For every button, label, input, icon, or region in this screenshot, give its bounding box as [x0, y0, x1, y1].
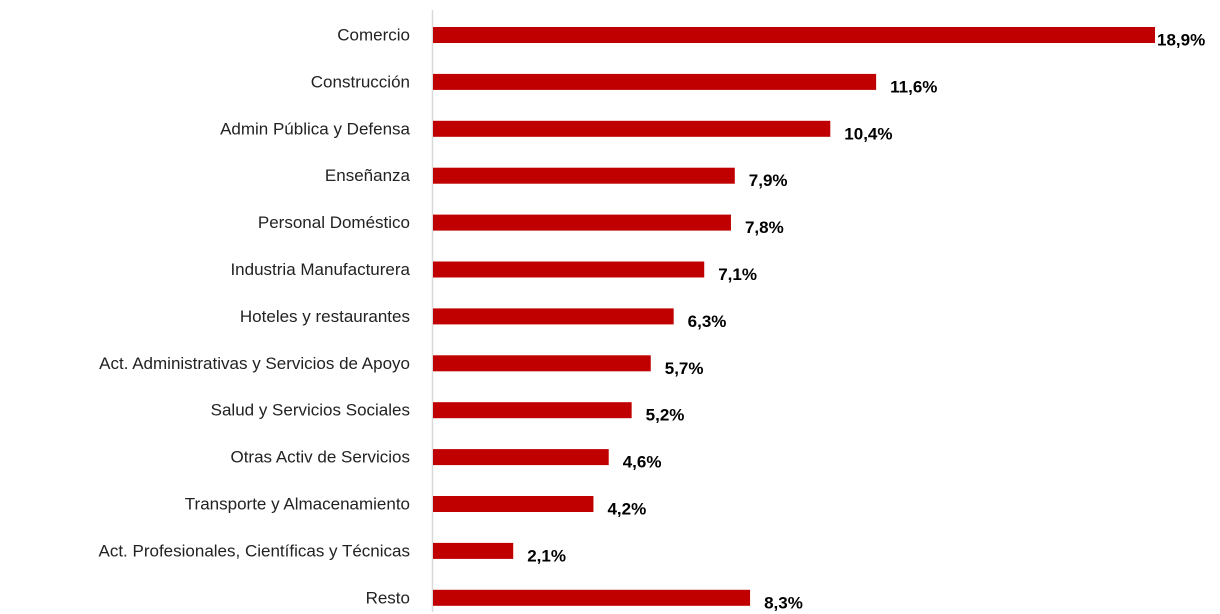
- category-label: Construcción: [311, 72, 410, 91]
- value-label: 18,9%: [1157, 30, 1205, 49]
- value-label: 5,7%: [665, 359, 704, 378]
- category-label: Admin Pública y Defensa: [220, 119, 410, 138]
- value-label: 4,6%: [623, 453, 662, 472]
- value-label: 10,4%: [844, 124, 892, 143]
- bar: [433, 589, 751, 606]
- bar: [433, 214, 731, 231]
- bar: [433, 27, 1155, 43]
- bar: [433, 167, 735, 184]
- value-label: 6,3%: [688, 312, 727, 331]
- bar: [433, 308, 674, 325]
- bar: [433, 496, 594, 512]
- bar: [433, 542, 514, 559]
- category-label: Enseñanza: [325, 166, 411, 185]
- value-label: 4,2%: [607, 499, 646, 518]
- category-label: Personal Doméstico: [258, 213, 410, 232]
- value-label: 8,3%: [764, 593, 803, 612]
- category-label: Hoteles y restaurantes: [240, 307, 410, 326]
- bar: [433, 261, 705, 278]
- category-label: Industria Manufacturera: [230, 260, 410, 279]
- category-label: Act. Administrativas y Servicios de Apoy…: [99, 354, 410, 373]
- value-label: 11,6%: [890, 77, 937, 96]
- category-label: Comercio: [337, 25, 410, 44]
- category-label: Act. Profesionales, Científicas y Técnic…: [99, 541, 411, 560]
- bar: [433, 449, 609, 466]
- value-label: 5,2%: [646, 406, 685, 425]
- category-label: Transporte y Almacenamiento: [185, 494, 410, 513]
- bar: [433, 402, 632, 419]
- bar: [433, 355, 651, 372]
- bar: [433, 120, 831, 137]
- category-label: Resto: [366, 588, 410, 607]
- value-label: 7,8%: [745, 218, 784, 237]
- category-label: Otras Activ de Servicios: [230, 448, 410, 467]
- value-label: 7,1%: [718, 265, 757, 284]
- value-label: 2,1%: [527, 546, 566, 565]
- bar: [433, 73, 877, 90]
- value-label: 7,9%: [749, 171, 788, 190]
- category-label: Salud y Servicios Sociales: [211, 401, 410, 420]
